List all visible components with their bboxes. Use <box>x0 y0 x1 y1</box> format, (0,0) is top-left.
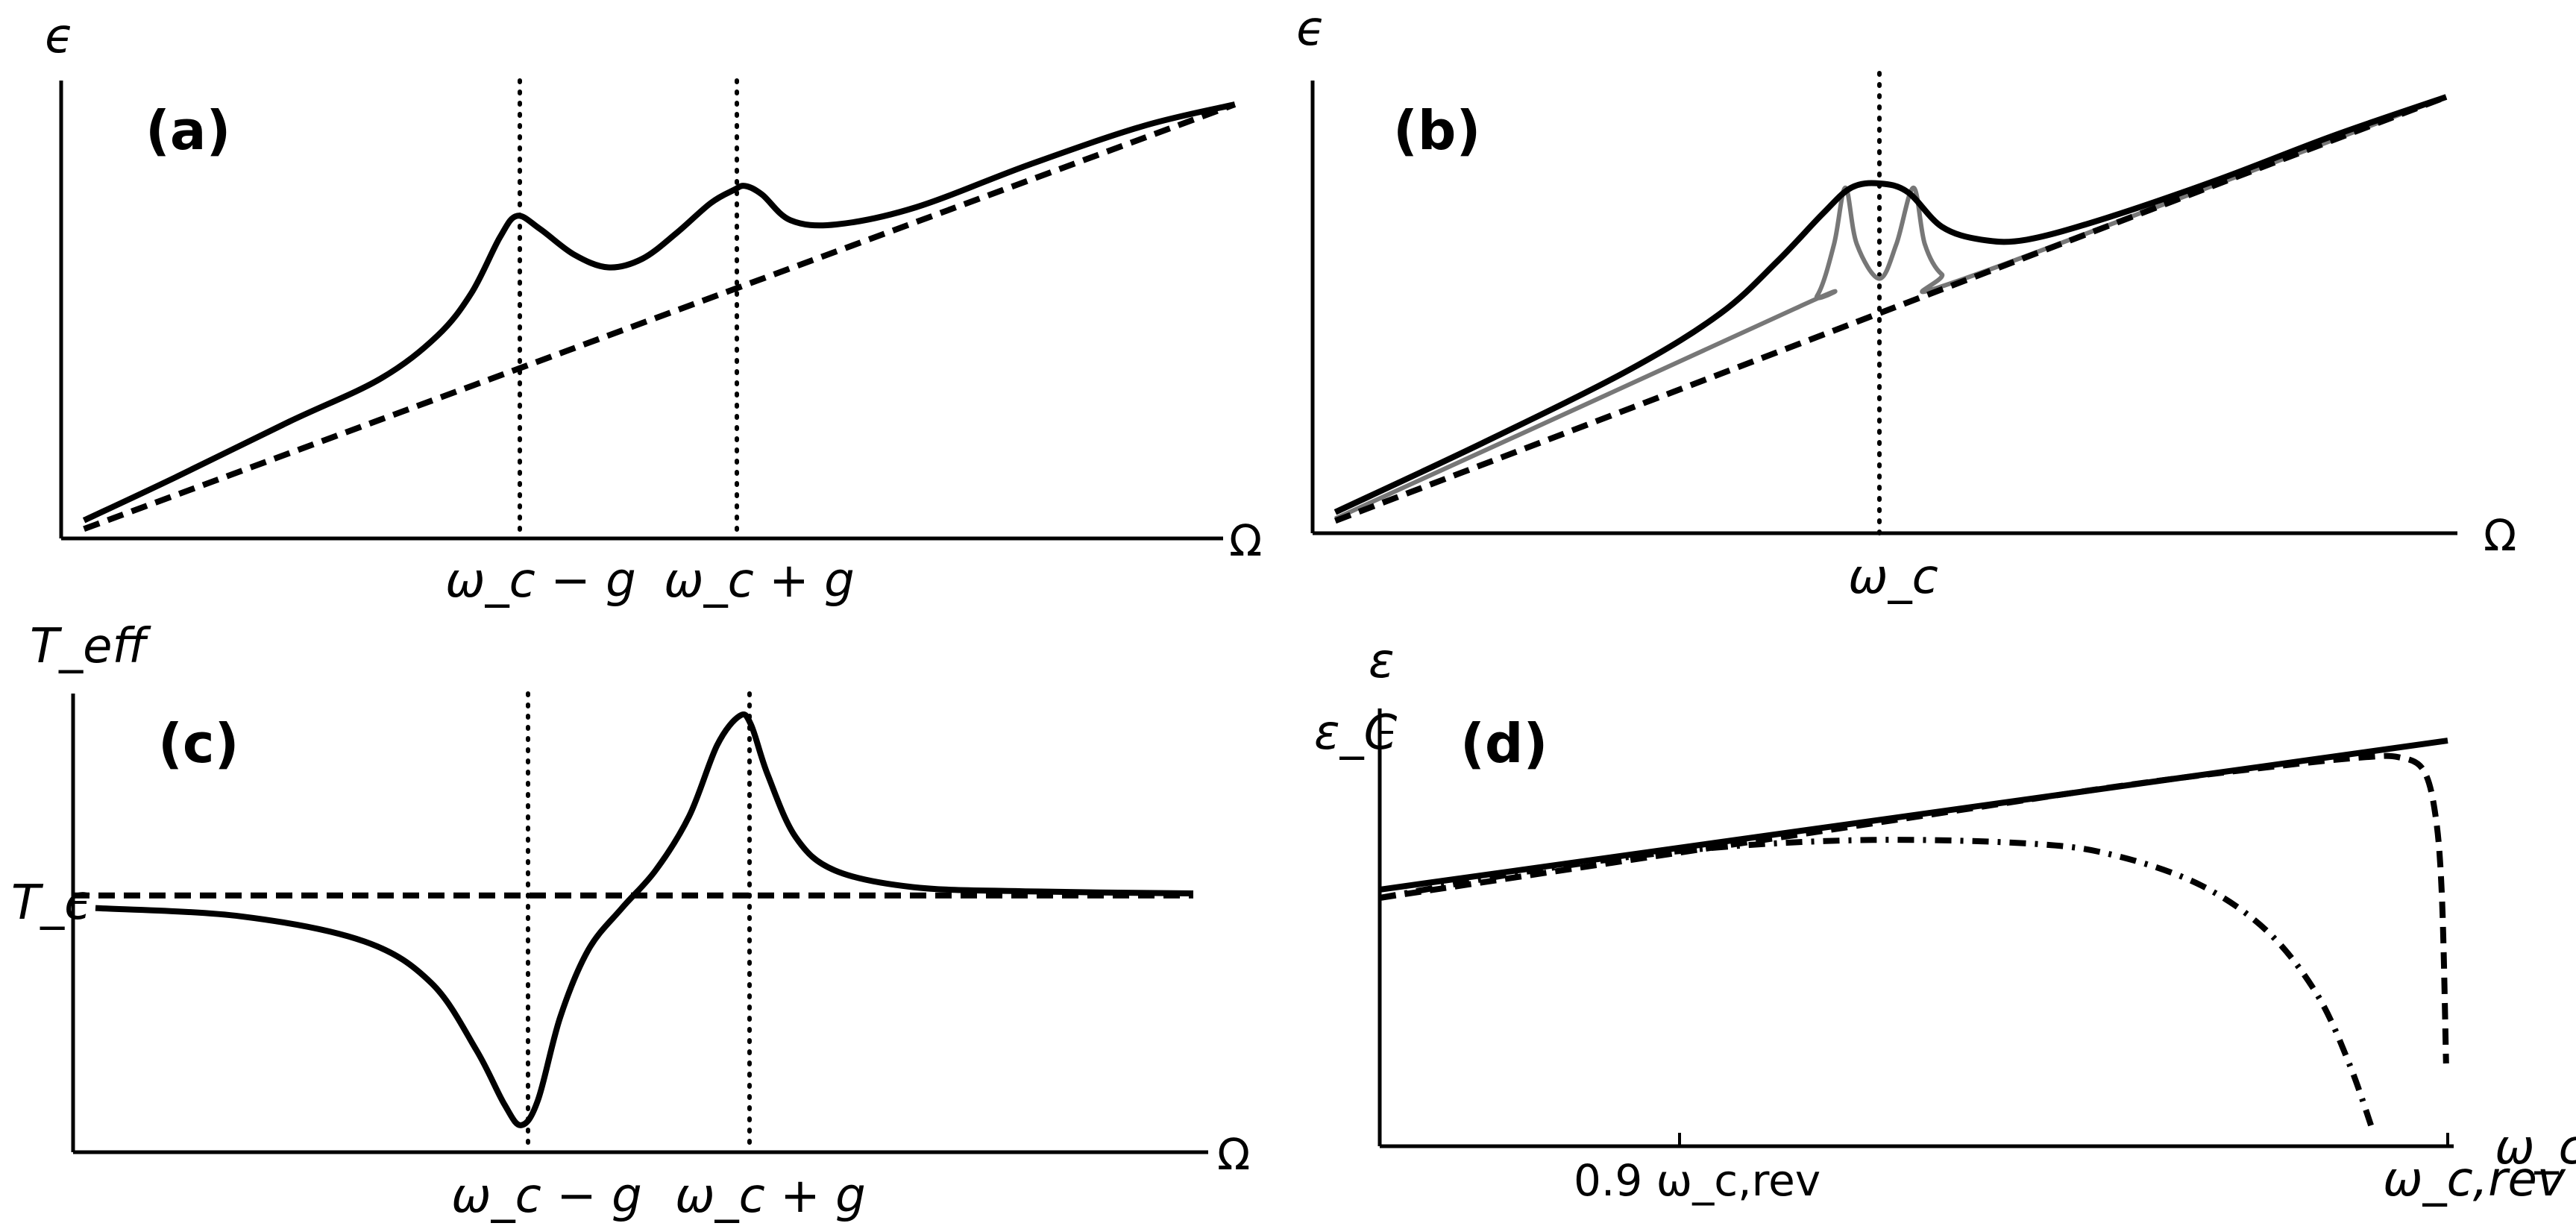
panel-d: (d) ε ε_C ω_c 0.9 ω_c,rev ω_c,rev <box>1314 634 2576 1207</box>
panel-b-xtick-1: ω_c <box>1848 550 1938 605</box>
panel-a-dashed-line <box>83 101 1237 532</box>
panel-c-ylabel: T_eff <box>30 619 151 674</box>
panel-c: (c) T_eff T_c Ω ω_c − g ω_c + g <box>11 619 1250 1224</box>
panel-a-xtick-1: ω_c − g <box>445 553 636 609</box>
panel-c-ytick-tc: T_c <box>11 876 90 931</box>
panel-c-xtick-2: ω_c + g <box>675 1169 866 1224</box>
panel-d-ytick-ec: ε_C <box>1314 705 1398 761</box>
panel-a: (a) ϵ Ω ω_c − g ω_c + g <box>45 9 1262 609</box>
panel-d-ylabel: ε <box>1369 634 1395 689</box>
panel-c-solid-curve <box>95 711 1194 1128</box>
panel-a-ylabel: ϵ <box>45 9 74 64</box>
panel-b-label: (b) <box>1393 99 1480 162</box>
panel-b-dashed-line <box>1333 94 2448 524</box>
panel-d-label: (d) <box>1460 712 1548 775</box>
panel-d-dashdot-curve <box>1379 837 2377 1135</box>
panel-a-solid-curve <box>82 101 1236 524</box>
panel-a-xlabel: Ω <box>1229 515 1262 566</box>
panel-a-xtick-2: ω_c + g <box>664 553 855 609</box>
panel-b: (b) ϵ Ω ω_c <box>1296 1 2516 605</box>
panel-d-solid-curve <box>1379 738 2448 893</box>
panel-a-label: (a) <box>145 99 230 162</box>
panel-b-ylabel: ϵ <box>1296 1 1325 57</box>
panel-c-xtick-1: ω_c − g <box>451 1169 642 1224</box>
panel-d-xtick-1: 0.9 ω_c,rev <box>1574 1155 1821 1206</box>
panel-b-solid-curve <box>1333 94 2448 515</box>
panel-b-xlabel: Ω <box>2484 510 2516 561</box>
panel-c-label: (c) <box>158 712 239 775</box>
panel-d-xlabel: ω_c <box>2495 1120 2576 1175</box>
panel-d-dashed-curve <box>1379 752 2449 1064</box>
panel-d-xtick-2: ω_c,rev <box>2383 1152 2566 1207</box>
panel-c-xlabel: Ω <box>1217 1129 1250 1180</box>
